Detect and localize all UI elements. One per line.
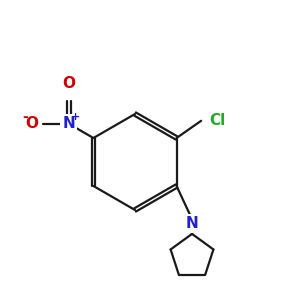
Text: Cl: Cl — [209, 113, 226, 128]
Text: N: N — [186, 216, 198, 231]
Text: +: + — [71, 112, 80, 122]
Text: -: - — [22, 110, 28, 124]
Text: O: O — [62, 76, 75, 91]
Text: O: O — [25, 116, 38, 131]
Text: N: N — [62, 116, 75, 131]
